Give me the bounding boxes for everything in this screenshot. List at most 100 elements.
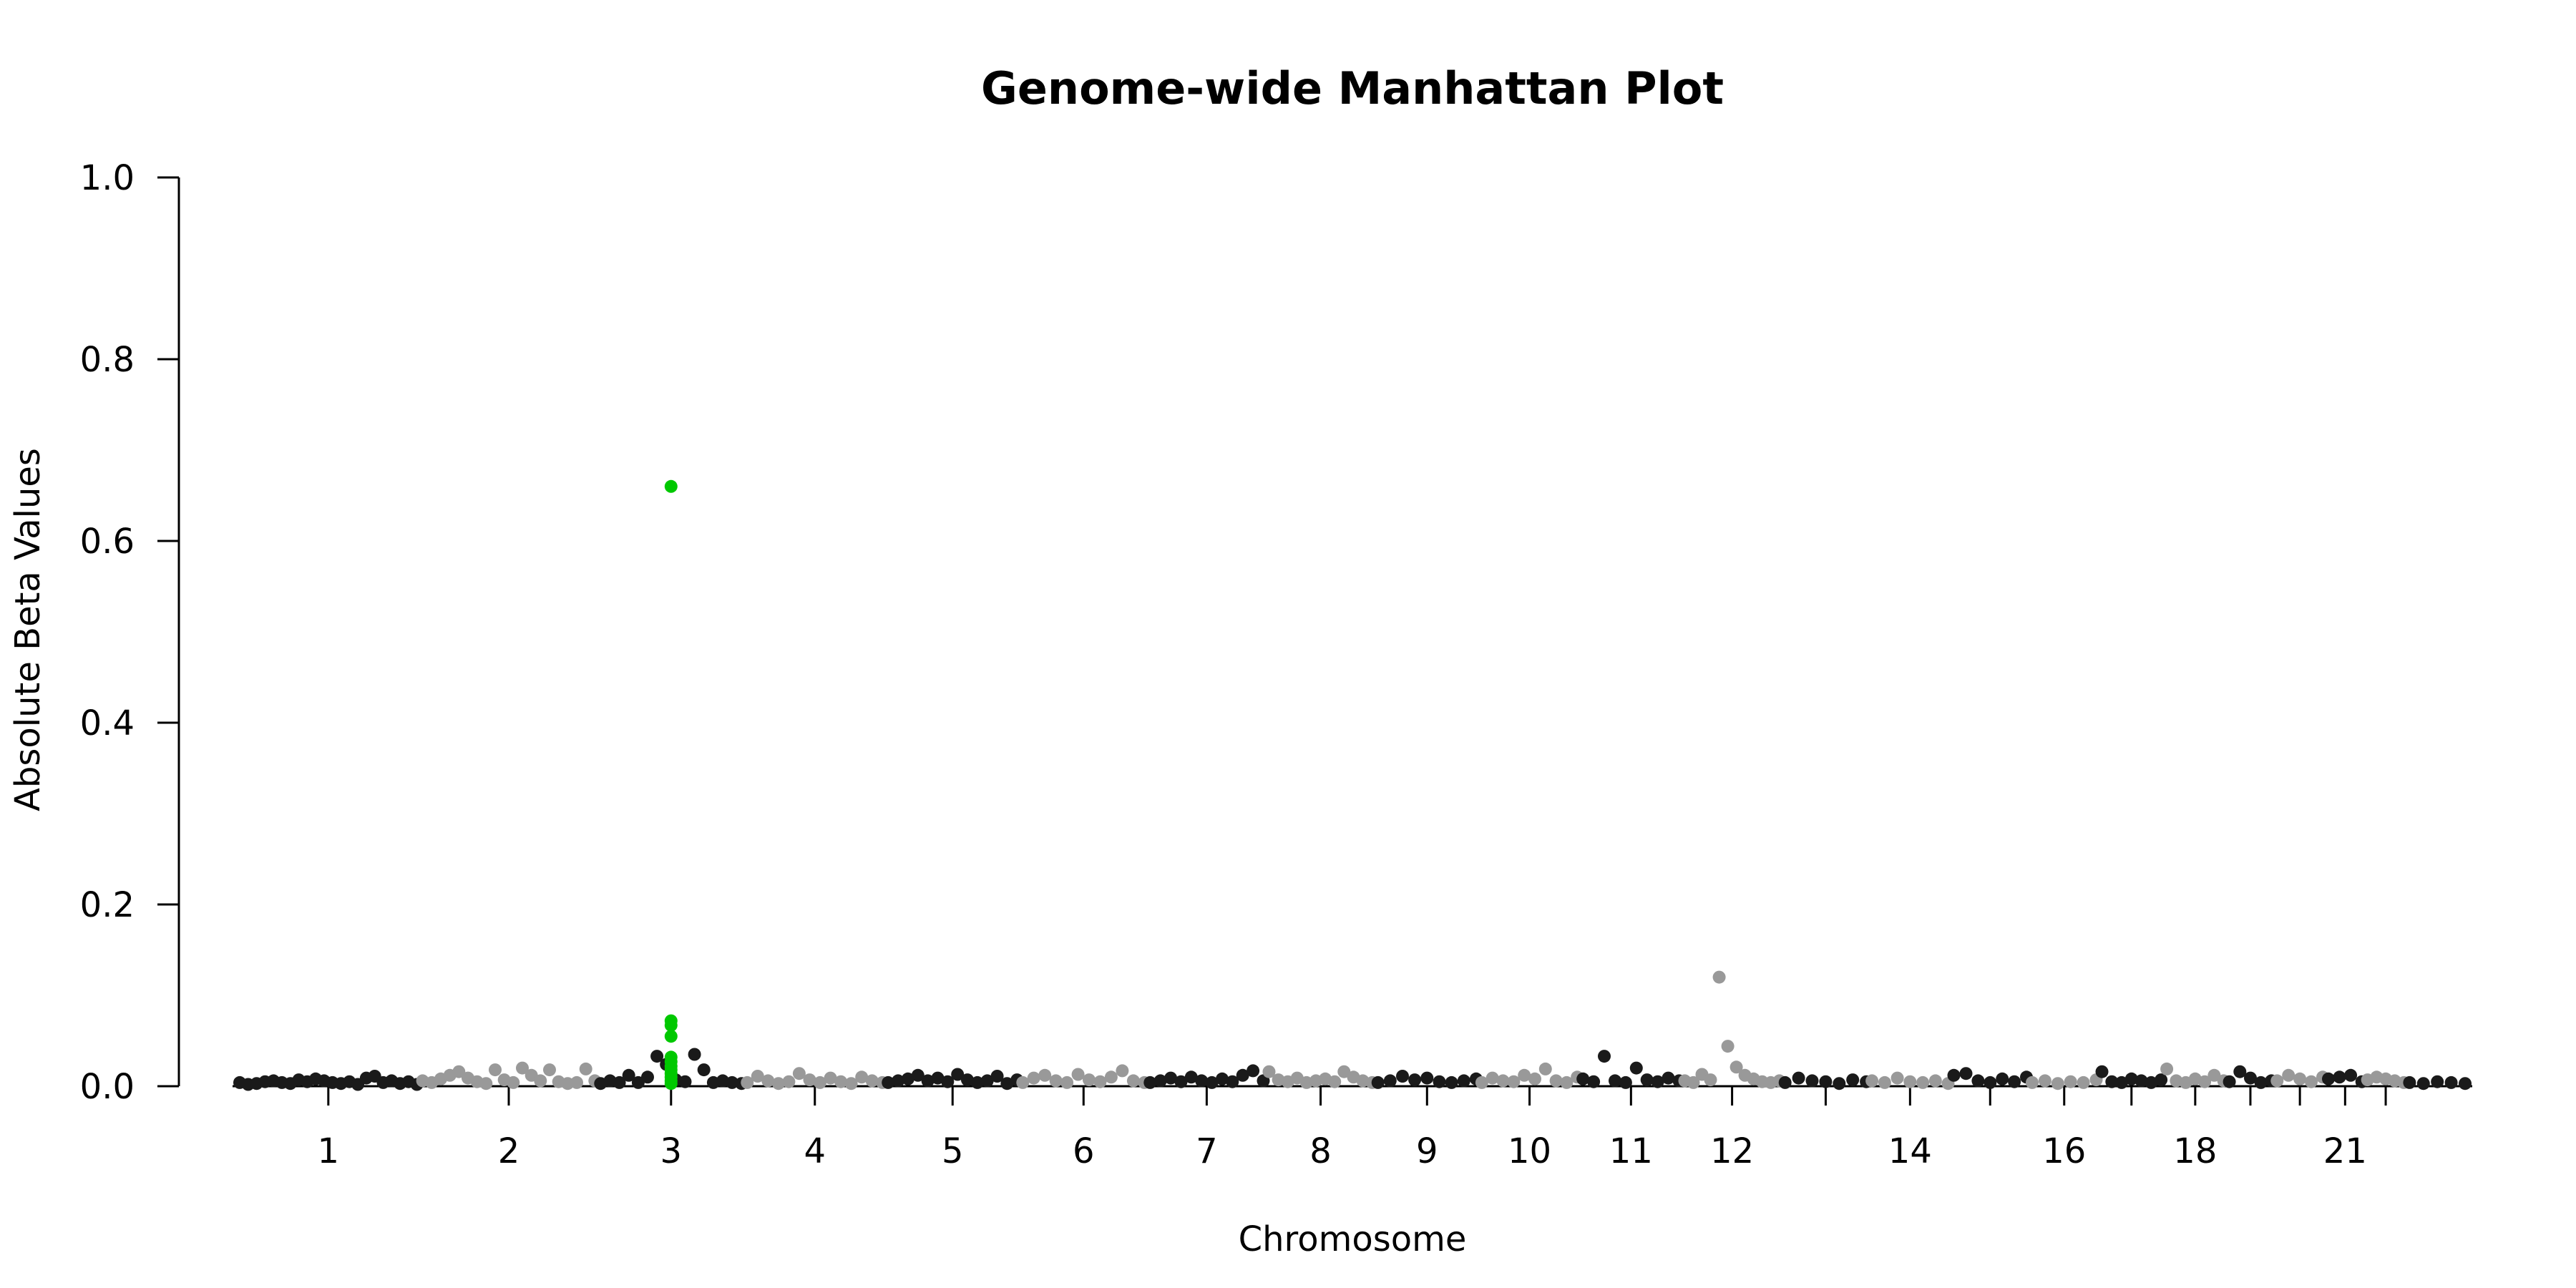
data-point [931,1071,945,1085]
data-point [892,1074,905,1088]
data-point [921,1074,935,1088]
data-point [2207,1068,2221,1082]
data-point [1971,1074,1985,1088]
data-point [1396,1070,1409,1083]
data-point [1328,1075,1342,1088]
data-point [751,1070,764,1083]
data-point [1518,1068,1531,1082]
data-point [1164,1071,1178,1085]
data-point [1587,1075,1601,1088]
data-point [761,1074,775,1088]
data-point [1038,1068,1052,1082]
data-point [489,1063,502,1077]
data-point [2233,1065,2247,1078]
data-point [543,1063,556,1077]
data-point [2124,1072,2138,1085]
data-point [1496,1074,1510,1088]
data-point [1060,1075,1074,1089]
data-point [1174,1075,1188,1088]
data-points [233,479,2472,1091]
x-tick-label: 2 [498,1131,520,1171]
data-point [507,1075,520,1089]
y-axis-label: Absolute Beta Values [8,448,48,811]
data-point [1640,1073,1654,1087]
data-point [726,1075,739,1089]
highlight-point [664,479,678,493]
data-point [1408,1073,1422,1087]
data-point [2198,1075,2212,1088]
data-point [1651,1075,1664,1088]
y-tick-label: 0.4 [80,703,135,743]
data-point [1246,1064,1260,1078]
data-point [1226,1075,1239,1088]
data-point [697,1063,711,1077]
data-point [980,1074,994,1088]
data-point [613,1075,626,1089]
x-axis: 1 2 3 4 5 6 7 8 9 10 11 12 14 16 18 21 [233,1085,2472,1171]
data-point [570,1075,583,1089]
x-tick-label: 9 [1416,1131,1438,1171]
y-tick-label: 1.0 [80,158,135,198]
data-point [1195,1074,1209,1088]
data-point [834,1075,848,1088]
data-point [865,1074,879,1088]
y-tick-label: 0.6 [80,522,135,562]
data-point [2026,1075,2039,1089]
data-point [1846,1073,1860,1087]
highlight-point [664,1077,678,1091]
data-point [2459,1077,2472,1091]
data-point [2254,1075,2268,1089]
data-point [2145,1075,2158,1089]
data-point [782,1075,796,1088]
data-point [650,1050,664,1063]
data-point [1878,1075,1891,1089]
data-point [631,1075,645,1089]
x-axis-label: Chromosome [1239,1219,1467,1259]
data-point [844,1077,858,1091]
x-tick-label: 10 [1508,1131,1551,1171]
data-point [516,1061,529,1075]
data-point [855,1070,869,1084]
data-point [622,1068,635,1082]
data-point [2223,1075,2236,1088]
data-point [2403,1075,2416,1089]
data-point [1420,1071,1434,1085]
data-point [1507,1075,1521,1088]
data-point [990,1070,1004,1083]
data-point [1819,1075,1833,1088]
data-point [824,1071,837,1085]
data-point [688,1048,701,1061]
data-point [1000,1077,1014,1091]
data-point [1093,1075,1107,1088]
data-point [1549,1074,1563,1088]
data-point [1928,1074,1942,1088]
y-tick-label: 0.8 [80,340,135,380]
data-point [1538,1062,1552,1075]
data-point [641,1070,654,1084]
data-point [1528,1072,1541,1085]
data-point [1959,1067,1973,1080]
data-point [1903,1075,1917,1088]
data-point [1371,1075,1385,1089]
data-point [792,1067,806,1080]
data-point [1560,1075,1574,1089]
data-point [1721,1040,1735,1053]
data-point [1104,1070,1118,1084]
data-point [803,1073,816,1087]
data-point [1687,1075,1700,1089]
data-point [1619,1075,1632,1089]
data-point [1890,1071,1904,1085]
data-point [1704,1073,1717,1087]
data-point [771,1077,785,1091]
data-point [534,1074,547,1088]
data-point [2038,1074,2051,1088]
data-point [2244,1071,2257,1085]
data-point [2333,1070,2346,1084]
data-point [2282,1068,2296,1082]
data-point [1865,1074,1879,1088]
x-tick-label: 3 [660,1131,683,1171]
data-point [2095,1065,2109,1078]
data-point [1475,1075,1488,1089]
data-point [452,1065,466,1078]
x-tick-label: 8 [1309,1131,1332,1171]
